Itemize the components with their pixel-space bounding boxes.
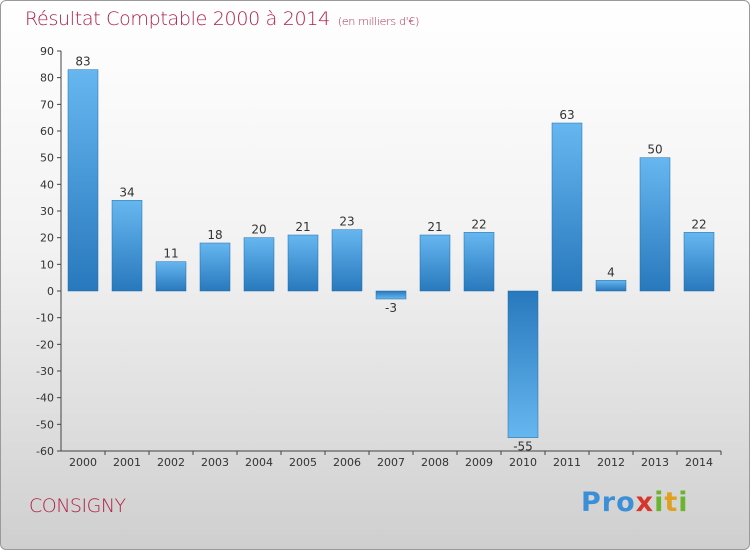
bar-2011 <box>551 122 583 292</box>
bar-2007 <box>375 290 407 300</box>
x-tick-label: 2007 <box>377 456 405 469</box>
y-tick-label: -10 <box>36 312 54 325</box>
bar-2003 <box>199 242 231 292</box>
y-tick-label: 80 <box>40 72 54 85</box>
data-label-2001: 34 <box>119 185 134 199</box>
x-tick-label: 2008 <box>421 456 449 469</box>
data-label-2002: 11 <box>163 247 178 261</box>
x-tick-label: 2000 <box>69 456 97 469</box>
bar-2013 <box>639 157 671 292</box>
bar-2010 <box>507 290 539 438</box>
y-tick-label: 20 <box>40 232 54 245</box>
x-tick-label: 2003 <box>201 456 229 469</box>
data-label-2003: 18 <box>207 228 222 242</box>
y-tick-label: -40 <box>36 392 54 405</box>
bar-2012 <box>595 280 627 292</box>
y-tick-label: 40 <box>40 178 54 191</box>
y-tick-label: -60 <box>36 445 54 458</box>
bar-2005 <box>287 234 319 292</box>
data-label-2010: -55 <box>513 440 533 454</box>
y-tick-label: 90 <box>40 45 54 58</box>
y-tick-label: -20 <box>36 338 54 351</box>
y-tick-label: 30 <box>40 205 54 218</box>
chart-title: Résultat Comptable 2000 à 2014 (en millie… <box>25 8 420 30</box>
data-label-2006: 23 <box>339 215 354 229</box>
data-label-2014: 22 <box>691 217 706 231</box>
y-tick-label: 10 <box>40 258 54 271</box>
bar-2000 <box>67 69 99 292</box>
data-label-2009: 22 <box>471 217 486 231</box>
data-label-2011: 63 <box>559 108 574 122</box>
x-tick-label: 2012 <box>597 456 625 469</box>
x-tick-label: 2013 <box>641 456 669 469</box>
x-tick-label: 2011 <box>553 456 581 469</box>
bar-2008 <box>419 234 451 292</box>
x-tick-label: 2009 <box>465 456 493 469</box>
y-tick-label: 50 <box>40 152 54 165</box>
proxiti-logo: Proxiti <box>581 487 689 518</box>
y-tick-label: -30 <box>36 365 54 378</box>
y-tick-label: 60 <box>40 125 54 138</box>
x-tick-label: 2006 <box>333 456 361 469</box>
bar-2002 <box>155 261 187 292</box>
unit-label: (en milliers d'€) <box>337 15 420 28</box>
bar-2014 <box>683 232 715 292</box>
data-label-2000: 83 <box>75 55 90 69</box>
x-tick-label: 2005 <box>289 456 317 469</box>
bar-2004 <box>243 237 275 292</box>
bar-2001 <box>111 200 143 292</box>
y-tick-label: -50 <box>36 418 54 431</box>
data-label-2004: 20 <box>251 223 266 237</box>
x-tick-label: 2004 <box>245 456 273 469</box>
y-tick-label: 0 <box>47 285 54 298</box>
data-label-2013: 50 <box>647 143 662 157</box>
bar-2006 <box>331 229 363 292</box>
data-label-2007: -3 <box>385 301 397 315</box>
data-label-2008: 21 <box>427 220 442 234</box>
x-tick-label: 2010 <box>509 456 537 469</box>
data-label-2012: 4 <box>607 265 615 279</box>
commune-name: CONSIGNY <box>29 495 126 517</box>
bar-2009 <box>463 232 495 292</box>
data-label-2005: 21 <box>295 220 310 234</box>
y-tick-label: 70 <box>40 98 54 111</box>
x-tick-label: 2014 <box>685 456 713 469</box>
x-tick-label: 2001 <box>113 456 141 469</box>
x-tick-label: 2002 <box>157 456 185 469</box>
